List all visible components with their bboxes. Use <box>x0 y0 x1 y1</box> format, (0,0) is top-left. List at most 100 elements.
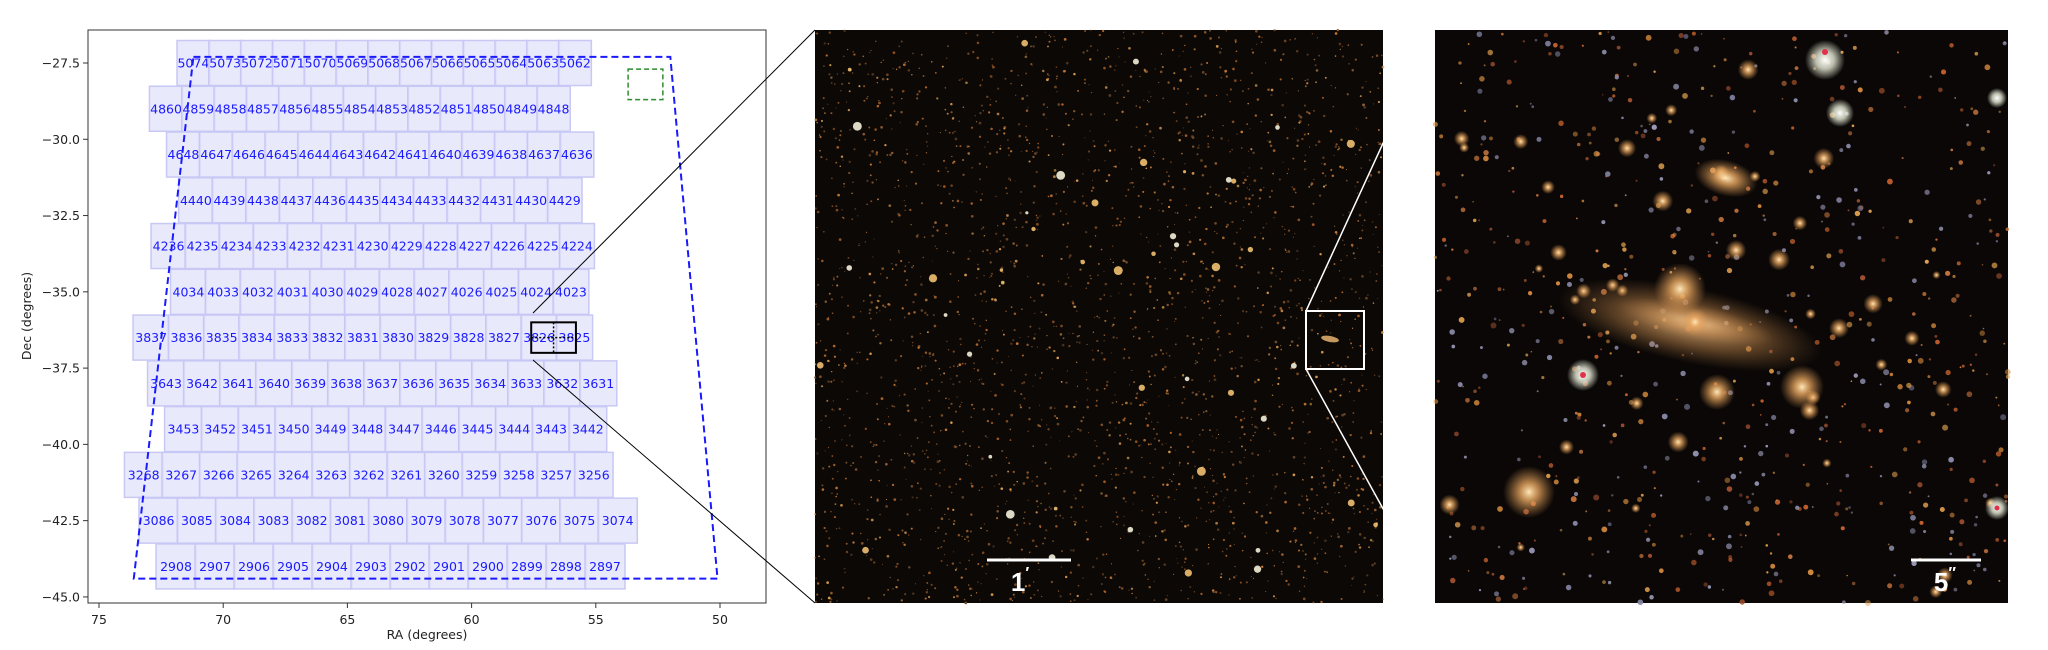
tile-id-label: 5071 <box>273 56 305 71</box>
tile-id-label: 4031 <box>277 284 309 299</box>
tile-id-label: 4636 <box>561 147 593 162</box>
tile: 4440 <box>177 177 214 224</box>
tile-id-label: 3267 <box>165 467 197 482</box>
x-tick-label: 75 <box>91 612 107 627</box>
tile: 4231 <box>320 222 357 270</box>
tile-id-label: 3256 <box>578 467 610 482</box>
tile: 5072 <box>239 39 275 87</box>
tile: 4645 <box>264 131 300 178</box>
tile: 3085 <box>176 497 218 544</box>
tile-id-label: 3833 <box>276 330 308 345</box>
tile-id-label: 4856 <box>279 101 311 116</box>
tile-id-label: 3633 <box>510 376 542 391</box>
tile-id-label: 3636 <box>402 376 434 391</box>
tile: 3632 <box>543 360 582 407</box>
tile: 3633 <box>506 360 546 407</box>
tile: 4858 <box>213 85 249 133</box>
tile: 3082 <box>291 497 333 544</box>
tile-id-label: 4235 <box>187 239 219 254</box>
tile-id-label: 3080 <box>372 513 404 528</box>
tile: 3446 <box>421 405 461 453</box>
tile: 3448 <box>347 405 387 453</box>
y-tick-label: −30.0 <box>42 132 80 147</box>
tile: 3834 <box>238 314 276 361</box>
tile: 3833 <box>273 314 312 361</box>
tile: 3266 <box>198 451 239 499</box>
y-tick-label: −40.0 <box>42 437 80 452</box>
tile: 4235 <box>184 222 221 270</box>
tile: 4429 <box>546 177 583 224</box>
tile: 4647 <box>198 131 234 178</box>
tile: 4638 <box>493 131 529 178</box>
tile-cutout-panel: 1′ <box>814 28 1385 605</box>
tile-id-label: 4851 <box>441 101 473 116</box>
tile: 4857 <box>245 85 281 133</box>
tile: 4225 <box>524 222 562 270</box>
tile-id-label: 3450 <box>278 422 310 437</box>
tile: 5066 <box>430 39 465 87</box>
tile: 3830 <box>379 314 417 361</box>
tile: 3267 <box>161 451 202 499</box>
tile: 3265 <box>236 451 277 499</box>
tile: 4436 <box>311 177 349 224</box>
tile-id-label: 4023 <box>555 284 587 299</box>
tile: 4032 <box>239 268 277 316</box>
tile: 4435 <box>345 177 382 224</box>
tile: 3080 <box>367 497 409 544</box>
tile-id-label: 3264 <box>278 467 310 482</box>
tile-id-label: 3074 <box>602 513 634 528</box>
tile: 3258 <box>498 451 539 499</box>
tile: 2898 <box>545 543 587 590</box>
tile: 3636 <box>398 360 438 407</box>
tile-id-label: 4230 <box>357 239 389 254</box>
tile-id-label: 5064 <box>495 56 527 71</box>
tile: 4643 <box>329 131 366 178</box>
tile: 4033 <box>204 268 242 316</box>
tile-id-label: 3453 <box>168 422 200 437</box>
tile: 4853 <box>374 85 410 133</box>
tile-id-label: 4433 <box>415 193 447 208</box>
y-tick-label: −27.5 <box>42 56 80 71</box>
tile-id-label: 3086 <box>143 513 175 528</box>
x-axis-label: RA (degrees) <box>387 627 468 642</box>
tile: 4029 <box>343 268 381 316</box>
tile: 4641 <box>395 131 431 178</box>
tile-id-label: 4849 <box>505 101 537 116</box>
tile-id-label: 2899 <box>511 559 543 574</box>
tile-id-label: 3826 <box>523 330 555 345</box>
tile-id-label: 4860 <box>150 101 182 116</box>
tile-id-label: 4647 <box>200 147 232 162</box>
tile: 3634 <box>470 360 510 407</box>
tile-id-label: 4226 <box>493 239 525 254</box>
tile: 2900 <box>467 543 509 590</box>
tile: 2902 <box>389 543 431 590</box>
tile: 3075 <box>559 497 600 544</box>
tile: 5063 <box>525 39 561 87</box>
tile: 3831 <box>343 314 382 361</box>
tile: 3256 <box>573 451 614 499</box>
tile-id-label: 3079 <box>410 513 442 528</box>
tile: 4431 <box>479 177 516 224</box>
tile: 3449 <box>310 405 351 453</box>
tile: 4439 <box>211 177 248 224</box>
tile-id-label: 4645 <box>266 147 298 162</box>
tile-id-label: 4638 <box>495 147 527 162</box>
tile-id-label: 4229 <box>391 239 423 254</box>
tile-map-panel: 5074 5073 5072 5071 5070 5069 5068 5067 5066 5065… <box>19 29 767 642</box>
tile: 4030 <box>308 268 347 316</box>
tile-id-label: 3829 <box>417 330 449 345</box>
tile: 2904 <box>311 543 353 590</box>
tile-id-label: 3259 <box>465 467 497 482</box>
tile: 4227 <box>456 222 494 270</box>
tile-id-label: 4644 <box>299 147 331 162</box>
tile-id-label: 4436 <box>314 193 346 208</box>
tile-id-label: 4232 <box>289 239 321 254</box>
tile-id-label: 4233 <box>255 239 287 254</box>
tile: 2905 <box>272 543 314 590</box>
tile-id-label: 4032 <box>242 284 274 299</box>
tile-id-label: 3835 <box>206 330 238 345</box>
zoom-field-sources <box>1432 30 2011 606</box>
tile: 5070 <box>303 39 338 87</box>
tile-id-label: 4225 <box>527 239 559 254</box>
tile-id-label: 3637 <box>366 376 398 391</box>
